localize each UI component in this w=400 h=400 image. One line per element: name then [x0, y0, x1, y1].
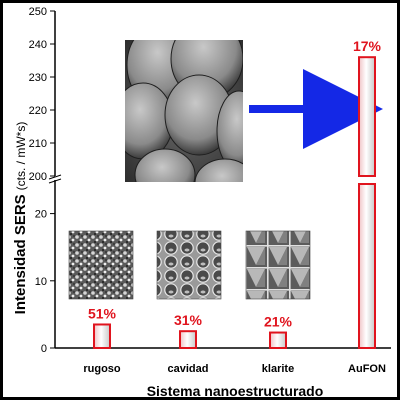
category-label: klarite — [262, 363, 294, 375]
bar-cavidad — [179, 330, 197, 350]
category-label: cavidad — [168, 363, 209, 375]
y-axis-label-main: Intensidad SERS — [12, 194, 29, 314]
value-label: 51% — [88, 305, 117, 321]
insets — [68, 40, 383, 300]
bar-klarite — [269, 331, 287, 350]
y-ticks: 0 10 20 200 210 220 230 240 250 — [29, 6, 55, 355]
aufon-sphere — [125, 82, 174, 160]
axis-break-mark — [48, 178, 62, 184]
klarite-sem-image — [245, 230, 311, 300]
y-axis-label-unit: (cts. / mW*s) — [14, 122, 28, 191]
value-label: 17% — [353, 38, 382, 54]
bar-rugoso — [93, 323, 111, 350]
y-tick-label: 10 — [35, 276, 47, 288]
sers-bar-chart: 0 10 20 200 210 220 230 240 250 51% rugoso 31% cavi… — [12, 6, 391, 397]
cavidad-sem-image — [156, 230, 222, 300]
y-tick-label: 250 — [29, 6, 47, 18]
axis-break-mark — [48, 174, 62, 180]
y-tick-label: 240 — [29, 39, 47, 51]
category-label: rugoso — [83, 363, 121, 375]
axis-break-gap — [47, 176, 63, 180]
value-label: 21% — [264, 314, 293, 330]
chart-panel: 0 10 20 200 210 220 230 240 250 51% rugoso 31% cavi… — [3, 3, 397, 397]
aufon-sem-image — [125, 40, 243, 182]
y-tick-label: 220 — [29, 105, 47, 117]
y-tick-label: 230 — [29, 72, 47, 84]
y-tick-label: 20 — [35, 209, 47, 221]
y-tick-label: 0 — [41, 343, 47, 355]
y-tick-label: 200 — [29, 171, 47, 183]
y-tick-label: 210 — [29, 138, 47, 150]
bar-lower-segment — [358, 183, 376, 349]
category-label: AuFON — [348, 363, 386, 375]
rugoso-sem-image — [68, 230, 134, 300]
bars — [93, 56, 376, 350]
x-axis-label: Sistema nanoestructurado — [147, 383, 324, 397]
bar-upper-segment — [358, 56, 376, 178]
bar-labels: 51% rugoso 31% cavidad 21% klarite 17% AuFON — [83, 38, 386, 375]
aufon-sphere — [194, 158, 243, 182]
aufon-sphere — [134, 148, 196, 182]
y-axis-label: Intensidad SERS (cts. / mW*s) — [12, 122, 29, 315]
bar-AuFON — [358, 56, 376, 349]
value-label: 31% — [174, 312, 203, 328]
